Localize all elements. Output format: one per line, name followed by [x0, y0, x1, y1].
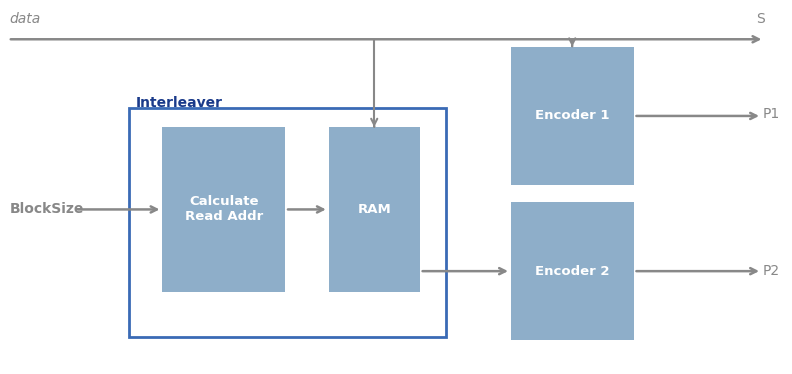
Text: P1: P1 [763, 107, 780, 121]
Text: Encoder 1: Encoder 1 [535, 110, 610, 122]
Bar [511, 202, 634, 340]
Text: P2: P2 [763, 264, 780, 278]
Bar [329, 127, 420, 292]
Text: S: S [756, 12, 765, 26]
Text: Encoder 2: Encoder 2 [535, 265, 610, 278]
Bar [162, 127, 285, 292]
Bar [129, 108, 446, 337]
Text: Interleaver: Interleaver [136, 96, 223, 110]
Text: Calculate
Read Addr: Calculate Read Addr [185, 196, 263, 223]
Text: RAM: RAM [357, 203, 391, 216]
Text: data: data [10, 12, 40, 26]
Bar [511, 47, 634, 185]
Text: BlockSize: BlockSize [10, 202, 84, 217]
